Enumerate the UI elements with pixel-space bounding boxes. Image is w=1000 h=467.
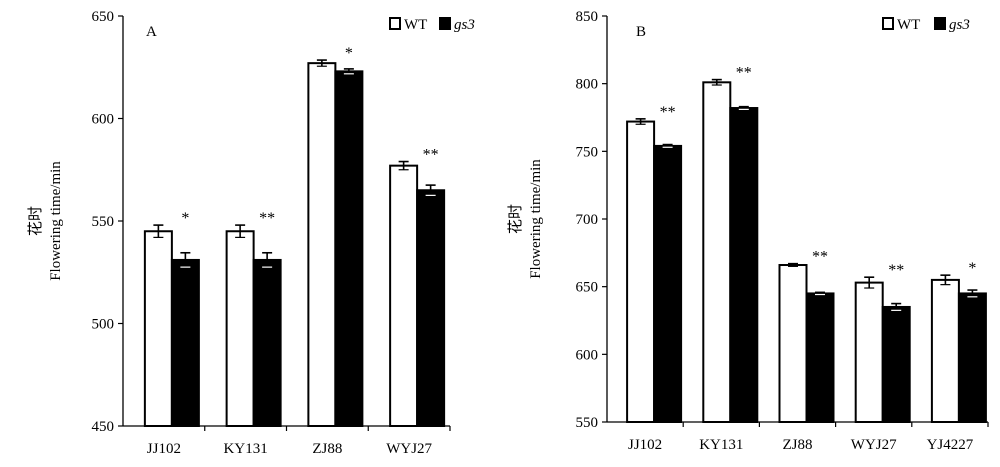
legend-swatch-WT — [882, 17, 894, 30]
y-tick-label: 750 — [576, 144, 599, 160]
bar-gs3-JJ102 — [170, 258, 200, 428]
chart-panel-A: 450 500 550 600 650 花时 Flowering time/min A JJ10… — [27, 9, 475, 457]
y-axis-label: 花时 Flowering time/min — [27, 161, 64, 281]
bar-WT-YJ4227 — [930, 278, 960, 423]
bar-WT-KY131 — [702, 81, 732, 424]
legend-swatch-gs3 — [439, 17, 451, 30]
legend-label-WT: WT — [404, 17, 427, 33]
x-tick-label: JJ102 — [628, 437, 662, 453]
y-tick-label: 850 — [576, 9, 599, 25]
y-tick-label: 650 — [576, 280, 599, 296]
legend-label-gs3: gs3 — [454, 17, 475, 33]
bar-gs3-ZJ88 — [334, 70, 364, 427]
panel-label: B — [636, 24, 646, 40]
bar-WT-KY131 — [225, 230, 255, 427]
y-tick-label: 800 — [576, 77, 599, 93]
y-tick-label: 650 — [92, 9, 115, 25]
bar-gs3-JJ102 — [653, 144, 683, 423]
x-tick-label: WYJ27 — [851, 437, 897, 453]
significance-marker: ** — [660, 104, 676, 121]
bar-WT-WYJ27 — [854, 281, 884, 423]
bar-WT-JJ102 — [626, 120, 656, 423]
chart-panel-B: 550 600 650 700 750 800 850 花时 Flowering time/mi… — [507, 9, 989, 453]
x-tick-label: YJ4227 — [927, 437, 974, 453]
bar-WT-WYJ27 — [389, 164, 419, 427]
legend-label-WT: WT — [897, 17, 920, 33]
y-axis-label-cn: 花时 — [507, 204, 524, 234]
y-tick-label: 550 — [92, 214, 115, 230]
y-tick-label: 450 — [92, 419, 115, 435]
significance-marker: ** — [812, 249, 828, 266]
significance-marker: * — [968, 260, 976, 277]
bar-gs3-WYJ27 — [416, 189, 446, 427]
bar-gs3-KY131 — [252, 258, 282, 428]
significance-marker: * — [345, 45, 353, 62]
legend-label-gs3: gs3 — [949, 17, 970, 33]
bar-gs3-YJ4227 — [957, 292, 987, 423]
bar-WT-ZJ88 — [778, 264, 808, 423]
significance-marker: ** — [259, 210, 275, 227]
y-tick-label: 600 — [576, 347, 599, 363]
significance-marker: ** — [423, 147, 439, 164]
x-tick-label: KY131 — [699, 437, 743, 453]
bar-gs3-KY131 — [729, 107, 759, 423]
y-axis-label-cn: 花时 — [27, 206, 44, 236]
bar-gs3-ZJ88 — [805, 292, 835, 423]
y-tick-label: 700 — [576, 212, 599, 228]
y-axis-label-en: Flowering time/min — [528, 159, 544, 279]
y-axis-label-en: Flowering time/min — [48, 161, 64, 281]
legend-swatch-gs3 — [934, 17, 946, 30]
bar-WT-ZJ88 — [307, 62, 337, 428]
legend: WT gs3 — [389, 17, 475, 33]
x-tick-label: ZJ88 — [783, 437, 813, 453]
y-tick-label: 500 — [92, 317, 115, 333]
significance-marker: ** — [736, 65, 752, 82]
y-tick-label: 600 — [92, 112, 115, 128]
legend-swatch-WT — [389, 17, 401, 30]
y-axis-label: 花时 Flowering time/min — [507, 159, 544, 279]
x-tick-label: WYJ27 — [386, 441, 432, 457]
legend: WT gs3 — [882, 17, 970, 33]
x-tick-label: KY131 — [224, 441, 268, 457]
x-tick-label: JJ102 — [147, 441, 181, 457]
bar-WT-JJ102 — [143, 230, 173, 427]
significance-marker: * — [181, 210, 189, 227]
significance-marker: ** — [888, 262, 904, 279]
y-tick-label: 550 — [576, 415, 599, 431]
panel-label: A — [146, 24, 157, 40]
bar-gs3-WYJ27 — [881, 305, 911, 424]
x-tick-label: ZJ88 — [312, 441, 342, 457]
